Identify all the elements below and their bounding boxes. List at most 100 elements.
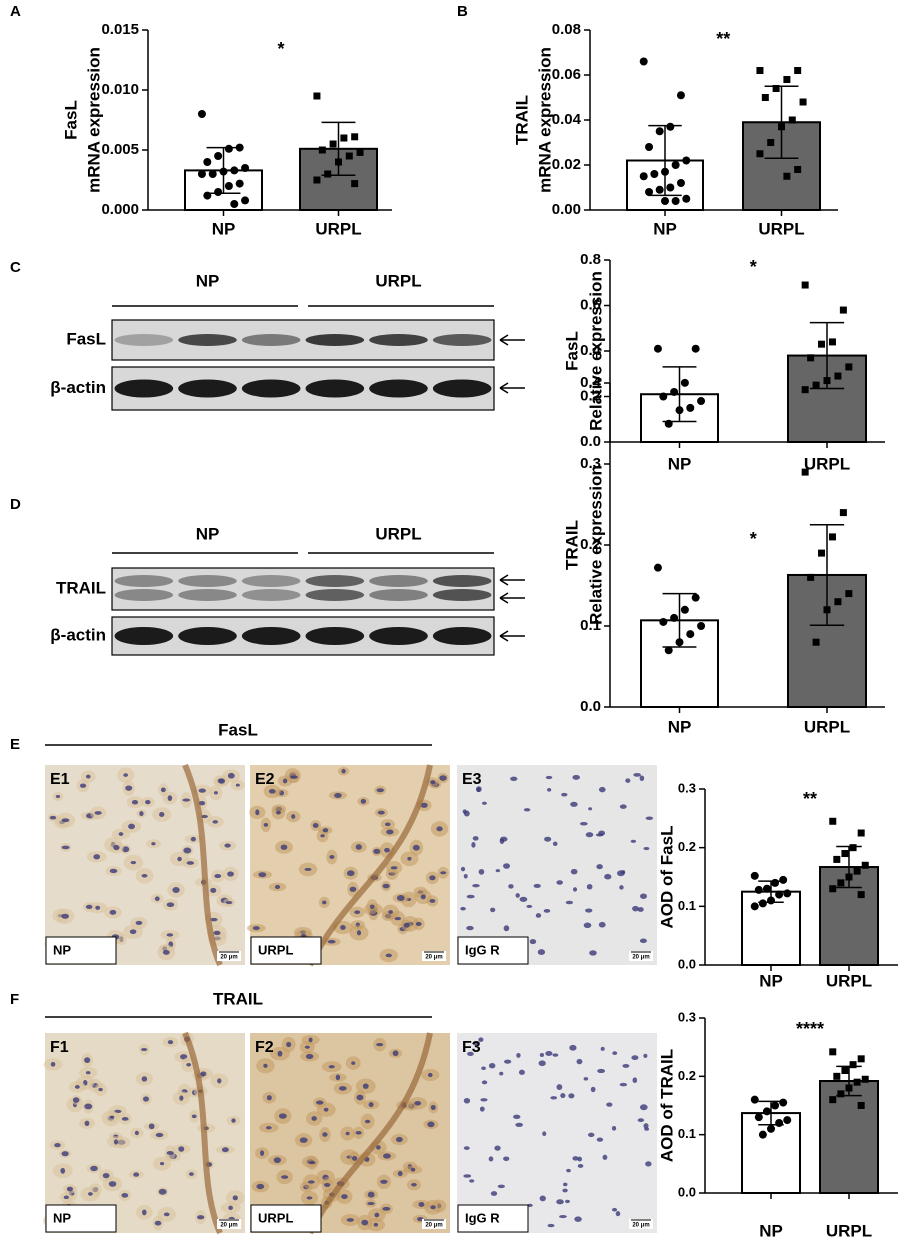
nucleus bbox=[60, 1167, 66, 1174]
membrane bbox=[307, 1032, 433, 1235]
y-tick-label: 0.3 bbox=[678, 780, 696, 795]
blot-band bbox=[305, 379, 365, 398]
y-tick-label: 0.0 bbox=[678, 956, 696, 971]
nucleus bbox=[503, 1059, 512, 1064]
blot-row-label: TRAIL bbox=[56, 578, 106, 597]
data-point bbox=[779, 1098, 788, 1107]
image-label: NP bbox=[53, 942, 71, 957]
nucleus bbox=[128, 823, 136, 830]
nucleus bbox=[54, 1142, 61, 1148]
error-bar bbox=[321, 121, 356, 176]
nucleus bbox=[622, 1063, 630, 1068]
data-point bbox=[241, 196, 250, 205]
blot-band bbox=[114, 627, 174, 645]
nucleus bbox=[308, 1037, 313, 1043]
data-point bbox=[230, 200, 239, 208]
y-tick-label: 0.2 bbox=[580, 387, 601, 404]
nucleus bbox=[155, 1132, 164, 1138]
data-point bbox=[670, 387, 679, 396]
nucleus bbox=[341, 1194, 348, 1200]
nucleus bbox=[495, 869, 501, 873]
data-point bbox=[861, 1075, 869, 1083]
data-point bbox=[834, 372, 842, 380]
image-label-box bbox=[250, 936, 322, 965]
nucleus bbox=[463, 1174, 472, 1178]
micrograph-bg bbox=[45, 1033, 245, 1233]
nucleus bbox=[190, 836, 196, 842]
nucleus bbox=[639, 1104, 648, 1111]
y-axis-label: mRNA expression bbox=[84, 47, 103, 193]
data-point bbox=[799, 98, 807, 106]
data-point bbox=[214, 188, 223, 196]
y-tick-label: 0.4 bbox=[580, 374, 602, 391]
data-point bbox=[351, 133, 359, 141]
nucleus bbox=[543, 909, 551, 913]
nucleus bbox=[98, 1087, 103, 1092]
data-point bbox=[857, 829, 865, 837]
nucleus bbox=[118, 832, 124, 836]
data-point bbox=[676, 179, 685, 187]
blot-band bbox=[114, 589, 174, 601]
image-label-box bbox=[457, 1204, 529, 1233]
nucleus bbox=[172, 886, 180, 893]
y-tick-label: 0.0 bbox=[678, 1184, 696, 1199]
image-label-box bbox=[250, 1204, 322, 1233]
nucleus bbox=[79, 783, 87, 788]
nucleus bbox=[212, 820, 219, 824]
nucleus bbox=[615, 1211, 621, 1217]
x-tick-label: URPL bbox=[315, 219, 361, 238]
nucleus bbox=[290, 775, 298, 779]
nucleus bbox=[141, 874, 148, 878]
bar bbox=[819, 1080, 879, 1194]
nucleus bbox=[177, 856, 182, 862]
nucleus bbox=[355, 844, 362, 850]
nucleus bbox=[574, 1216, 582, 1222]
nucleus bbox=[49, 815, 57, 820]
blot-band bbox=[178, 334, 237, 346]
nucleus bbox=[488, 1156, 494, 1162]
nucleus bbox=[598, 786, 606, 793]
membrane bbox=[182, 1031, 223, 1235]
data-point bbox=[340, 134, 348, 142]
nucleus bbox=[643, 1053, 648, 1058]
nucleus bbox=[427, 1072, 433, 1078]
nucleus bbox=[533, 883, 541, 888]
nucleus bbox=[178, 1146, 185, 1152]
error-bar bbox=[648, 124, 682, 197]
data-point bbox=[313, 176, 321, 184]
data-point bbox=[691, 344, 700, 353]
blot-band bbox=[241, 379, 301, 398]
nucleus bbox=[252, 926, 260, 931]
data-point bbox=[754, 1113, 763, 1122]
nucleus bbox=[562, 1188, 568, 1193]
scale-bar-box bbox=[629, 951, 653, 961]
nucleus bbox=[386, 829, 394, 835]
y-tick-label: 0.02 bbox=[552, 156, 581, 173]
y-tick-label: 0.08 bbox=[552, 21, 581, 38]
y-axis-label: mRNA expression bbox=[535, 47, 554, 193]
nucleus bbox=[265, 1126, 272, 1130]
nucleus bbox=[275, 810, 281, 815]
nucleus bbox=[368, 1102, 374, 1108]
data-point bbox=[224, 144, 233, 153]
nucleus bbox=[516, 1052, 521, 1058]
nucleus bbox=[415, 921, 422, 927]
nucleus bbox=[374, 1212, 380, 1218]
nucleus bbox=[255, 809, 260, 816]
nucleus bbox=[429, 875, 436, 881]
image-label: NP bbox=[53, 1210, 71, 1225]
nucleus bbox=[481, 1080, 488, 1085]
nucleus bbox=[538, 1060, 546, 1067]
nucleus bbox=[346, 870, 355, 877]
error-bar bbox=[764, 85, 799, 159]
nucleus bbox=[617, 870, 625, 877]
data-point bbox=[197, 170, 206, 178]
nucleus bbox=[377, 810, 385, 815]
image-id: F1 bbox=[50, 1039, 69, 1056]
nucleus bbox=[141, 1076, 148, 1082]
nucleus bbox=[280, 844, 288, 850]
nucleus bbox=[539, 1052, 545, 1057]
membrane bbox=[307, 764, 433, 967]
panel-label: F bbox=[10, 991, 19, 1008]
nucleus bbox=[388, 910, 393, 914]
